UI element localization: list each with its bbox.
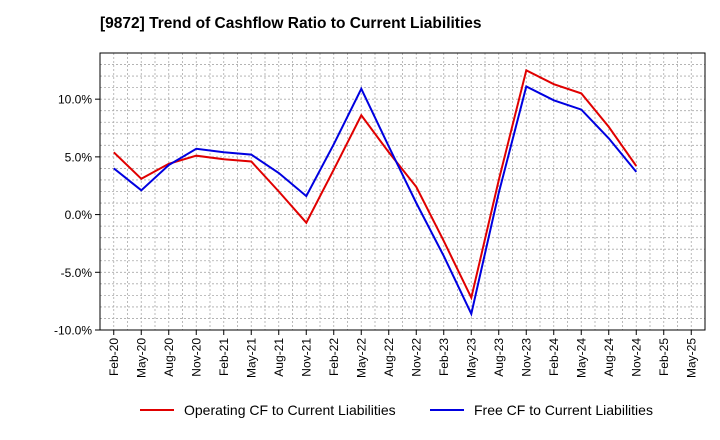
- series-lines: [113, 68, 638, 317]
- plot-frame: [99, 52, 706, 331]
- x-tick-label: Aug-20: [162, 338, 176, 377]
- legend-item-operating: Operating CF to Current Liabilities: [140, 402, 396, 418]
- x-tick-label: May-25: [684, 338, 698, 378]
- legend-label-free: Free CF to Current Liabilities: [474, 402, 653, 418]
- series-line-free: [113, 85, 638, 317]
- x-tick-label: May-21: [244, 338, 258, 378]
- y-tick-label: 10.0%: [58, 93, 92, 107]
- x-tick-label: Nov-20: [189, 338, 203, 377]
- x-tick-label: May-22: [354, 338, 368, 378]
- gridlines: [100, 52, 705, 330]
- y-tick-label: 5.0%: [65, 150, 93, 164]
- x-tick-label: Aug-22: [382, 338, 396, 377]
- y-tick-label: -10.0%: [54, 324, 92, 338]
- line-chart: -10.0% -5.0% 0.0% 5.0% 10.0% Feb-20 May-20 Aug…: [54, 52, 706, 378]
- x-tick-labels: Feb-20 May-20 Aug-20 Nov-20 Feb-21 May-21 Aug-…: [107, 338, 699, 378]
- x-tick-label: Nov-22: [409, 338, 423, 377]
- x-tick-label: May-20: [134, 338, 148, 378]
- x-tick-label: Aug-21: [272, 338, 286, 377]
- x-tick-label: May-24: [574, 338, 588, 378]
- x-tick-label: Feb-25: [657, 338, 671, 376]
- legend-swatch-free: [430, 409, 464, 411]
- x-tick-label: Feb-20: [107, 338, 121, 376]
- x-tick-label: Feb-21: [217, 338, 231, 376]
- legend-item-free: Free CF to Current Liabilities: [430, 402, 653, 418]
- x-tick-label: Aug-24: [602, 338, 616, 377]
- x-tick-label: Feb-24: [547, 338, 561, 376]
- x-tick-label: Nov-21: [299, 338, 313, 377]
- legend: Operating CF to Current Liabilities Free…: [0, 402, 720, 428]
- chart-title: [9872] Trend of Cashflow Ratio to Curren…: [100, 15, 482, 32]
- series-line-operating: [113, 68, 638, 301]
- y-tick-label: 0.0%: [65, 208, 93, 222]
- x-tick-label: May-23: [464, 338, 478, 378]
- y-tick-labels: -10.0% -5.0% 0.0% 5.0% 10.0%: [54, 93, 92, 338]
- x-tick-label: Feb-22: [327, 338, 341, 376]
- x-tick-label: Nov-24: [629, 338, 643, 377]
- x-tick-label: Nov-23: [519, 338, 533, 377]
- legend-label-operating: Operating CF to Current Liabilities: [184, 402, 396, 418]
- axes: [95, 52, 706, 335]
- x-tick-label: Aug-23: [492, 338, 506, 377]
- x-tick-label: Feb-23: [437, 338, 451, 376]
- y-tick-label: -5.0%: [61, 266, 93, 280]
- legend-swatch-operating: [140, 409, 174, 411]
